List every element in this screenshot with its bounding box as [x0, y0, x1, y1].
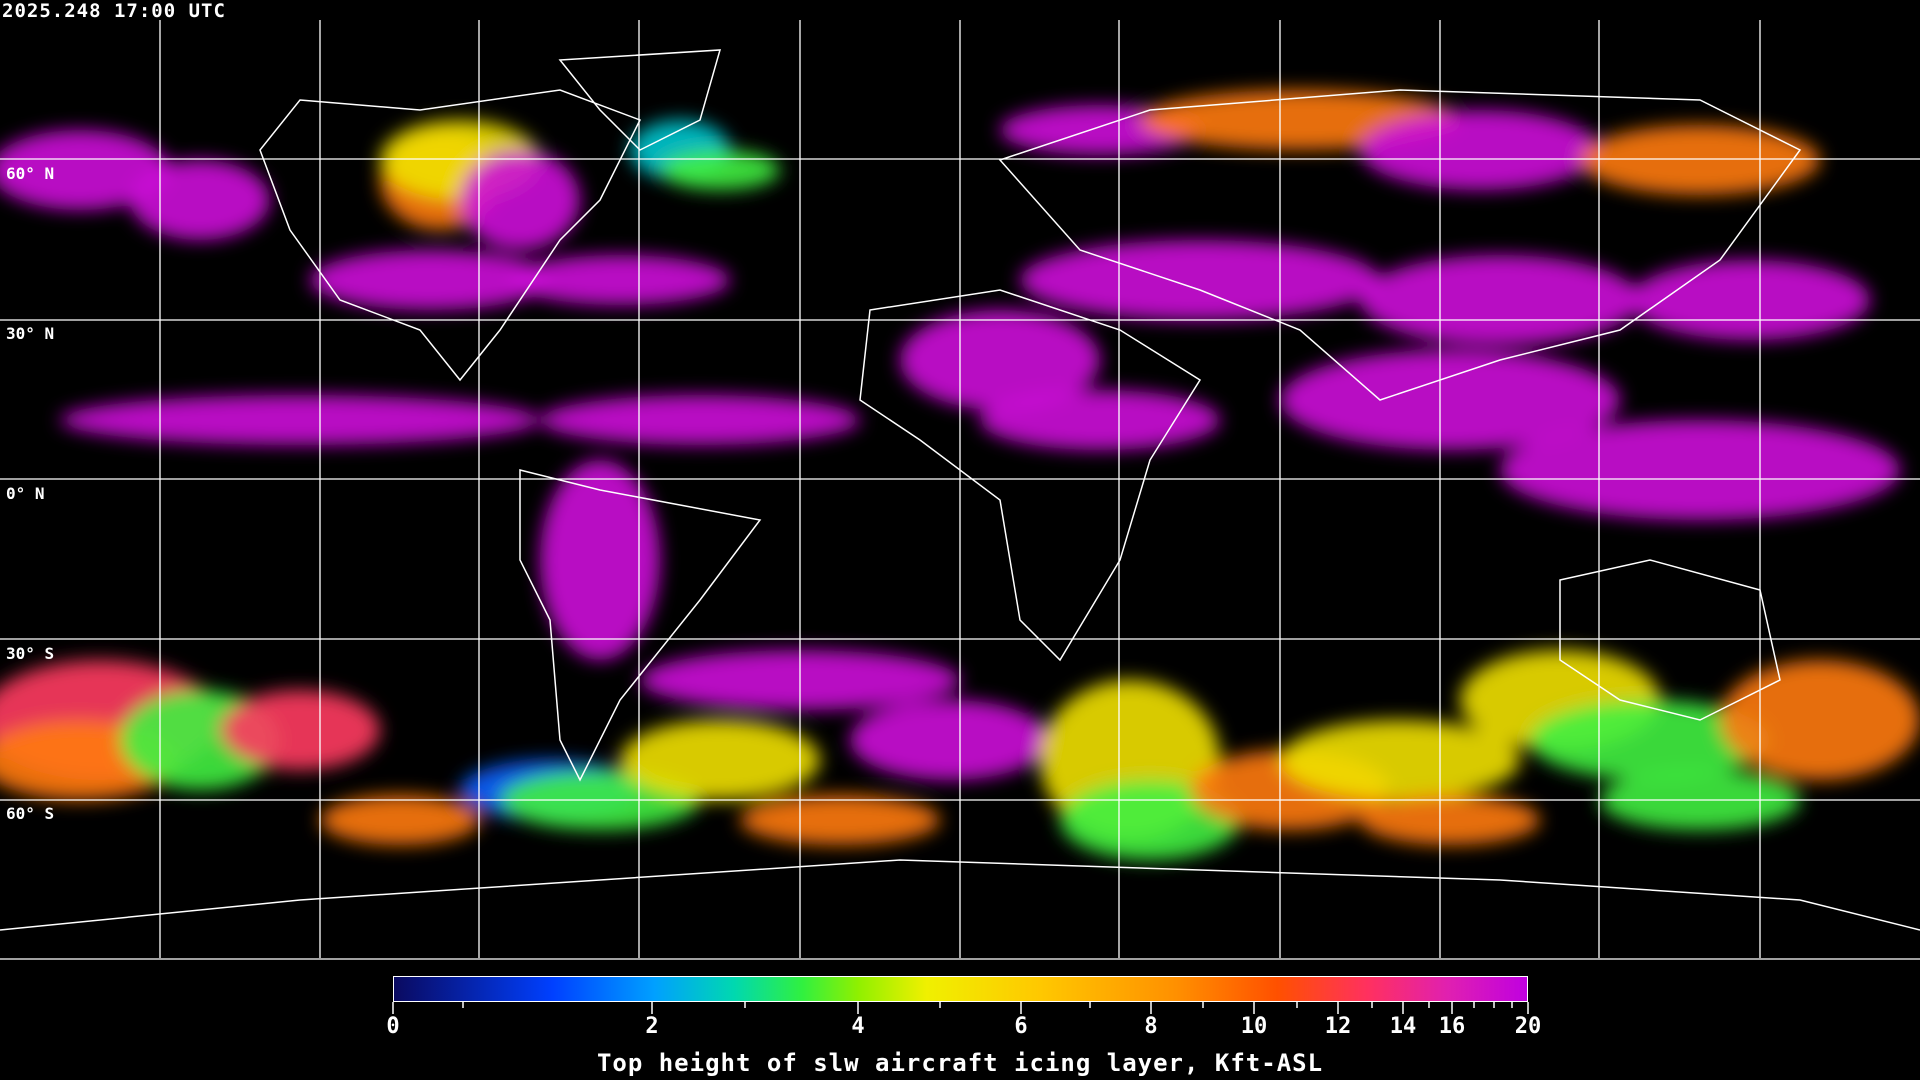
- icing-region: [1720, 660, 1920, 780]
- coastline: [0, 859, 1920, 931]
- colorbar-tick-label: 16: [1438, 1014, 1466, 1039]
- icing-region: [540, 460, 660, 660]
- icing-region: [510, 255, 730, 305]
- icing-region: [220, 690, 380, 770]
- lat-label-30n: 30° N: [6, 324, 55, 343]
- icing-region: [310, 250, 550, 310]
- colorbar-ticks: [392, 1002, 1529, 1014]
- coastlines: [0, 49, 1920, 931]
- colorbar-title: Top height of slw aircraft icing layer, …: [596, 1049, 1324, 1077]
- coastline: [558, 49, 722, 151]
- coastline: [519, 469, 762, 782]
- icing-region: [740, 795, 940, 845]
- icing-region: [540, 395, 860, 445]
- colorbar-tick-label: 8: [1144, 1014, 1158, 1039]
- lat-label-60s: 60° S: [6, 804, 55, 823]
- icing-region: [1580, 125, 1820, 195]
- icing-region: [1630, 260, 1870, 340]
- icing-region: [850, 700, 1050, 780]
- lat-lon-grid: [0, 20, 1920, 960]
- icing-region: [1360, 255, 1640, 345]
- colorbar-tick-label: 6: [1014, 1014, 1028, 1039]
- colorbar-tick-label: 4: [851, 1014, 865, 1039]
- coastline: [859, 289, 1202, 662]
- colorbar-tick-label: 12: [1324, 1014, 1352, 1039]
- colorbar-tick-label: 2: [645, 1014, 659, 1039]
- icing-map: [0, 20, 1920, 960]
- icing-data-layer: [0, 90, 1920, 860]
- icing-region: [1500, 420, 1900, 520]
- icing-region: [660, 150, 780, 190]
- colorbar-tick-label: 0: [386, 1014, 400, 1039]
- icing-region: [1020, 240, 1380, 320]
- colorbar-tick-label: 20: [1514, 1014, 1542, 1039]
- lat-label-30s: 30° S: [6, 644, 55, 663]
- coastline: [259, 89, 642, 382]
- icing-region: [980, 390, 1220, 450]
- icing-region: [320, 795, 480, 845]
- coastline: [1559, 559, 1781, 721]
- icing-region: [60, 395, 540, 445]
- icing-region: [0, 130, 170, 210]
- colorbar-tick-label: 14: [1389, 1014, 1417, 1039]
- timestamp: 2025.248 17:00 UTC: [2, 0, 226, 22]
- icing-region: [1280, 720, 1520, 800]
- icing-region: [1360, 795, 1540, 845]
- icing-region: [1280, 350, 1620, 450]
- icing-region: [460, 150, 580, 250]
- icing-region: [900, 310, 1100, 410]
- lat-label-60n: 60° N: [6, 164, 55, 183]
- lat-label-0n: 0° N: [6, 484, 45, 503]
- icing-region: [1530, 700, 1770, 780]
- icing-region: [1360, 110, 1600, 190]
- colorbar-tick-label: 10: [1240, 1014, 1268, 1039]
- colorbar: [393, 976, 1528, 1002]
- icing-region: [620, 720, 820, 800]
- icing-region: [130, 160, 270, 240]
- coastline: [998, 89, 1802, 401]
